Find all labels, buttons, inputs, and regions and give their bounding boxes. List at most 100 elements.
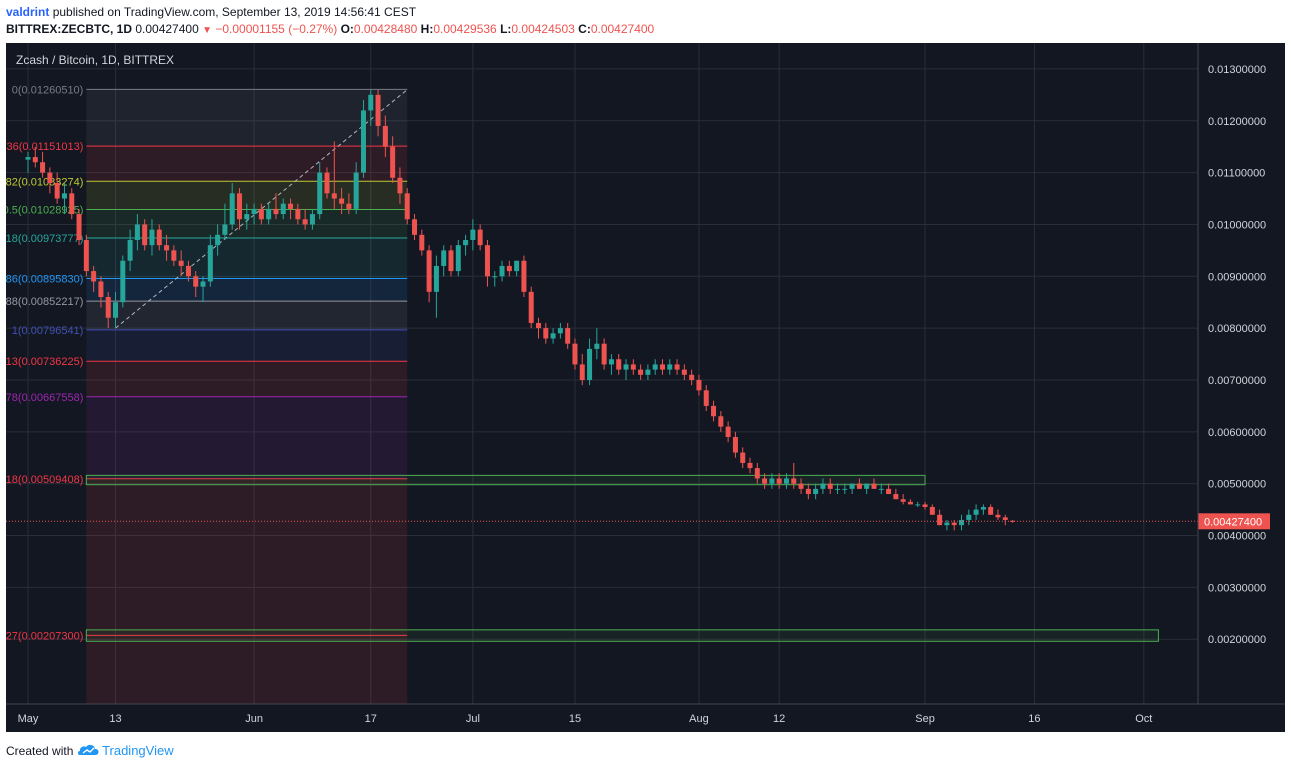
candle-body [98, 281, 104, 298]
support-zone-1[interactable] [85, 629, 1159, 642]
fib-band-6 [86, 301, 408, 330]
candle-2019-06-13 [339, 188, 345, 215]
candle-body [499, 265, 505, 277]
candle-2019-07-03 [484, 240, 490, 287]
candle-body [375, 94, 381, 126]
tradingview-brand[interactable]: TradingView [102, 743, 174, 758]
candle-body [54, 182, 60, 199]
candle-body [492, 276, 498, 278]
fib-band-8 [86, 361, 408, 397]
last-price-value: 0.00427400 [135, 22, 199, 36]
candle-2019-07-06 [506, 260, 512, 277]
author-link[interactable]: valdrint [6, 5, 50, 19]
candle-body [594, 343, 600, 349]
candle-body [711, 405, 717, 417]
candle-2019-05-20 [164, 234, 170, 261]
candle-2019-08-04 [718, 411, 724, 432]
candle-2019-08-14 [791, 462, 797, 489]
candle-2019-07-08 [521, 255, 527, 298]
candle-body [69, 193, 75, 215]
candle-body [754, 468, 760, 479]
candle-body [47, 172, 53, 183]
candle-body [390, 146, 396, 178]
candle-2019-06-15 [353, 162, 359, 215]
candle-body [521, 260, 527, 292]
candle-body [630, 364, 636, 370]
candle-2019-05-23 [185, 260, 191, 282]
candle-2019-08-23 [856, 478, 862, 489]
candle-body [740, 452, 746, 463]
fib-label-6: 0.888(0.00852217) [6, 296, 83, 308]
fib-label-0: 0(0.01260510) [12, 84, 84, 96]
candle-body [156, 229, 162, 246]
candle-2019-06-21 [397, 167, 403, 204]
candle-body [856, 483, 862, 489]
candle-2019-07-18 [594, 328, 600, 360]
candle-body [120, 260, 126, 303]
candle-body [980, 506, 986, 510]
price-tick-label: 0.00800000 [1208, 323, 1266, 335]
candle-body [324, 172, 330, 194]
support-zone-0[interactable] [85, 474, 926, 486]
candle-2019-07-28 [667, 359, 673, 375]
candle-body [236, 193, 242, 220]
candle-body [988, 506, 994, 515]
chart-frame[interactable]: 0(0.01260510) 0.236(0.01151013) 0.382(0.01… [0, 43, 1285, 732]
fib-label-5: 0.786(0.00895830) [6, 273, 83, 285]
candle-body [484, 245, 490, 277]
candle-body [215, 234, 221, 246]
candle-body [91, 271, 97, 282]
candle-body [193, 276, 199, 287]
candle-2019-05-09 [83, 234, 89, 277]
candle-2019-06-19 [382, 115, 388, 158]
candle-body [703, 390, 709, 406]
candlestick-chart[interactable]: 0(0.01260510) 0.236(0.01151013) 0.382(0.01… [0, 43, 1285, 732]
candle-2019-05-21 [171, 245, 177, 266]
candle-2019-08-21 [842, 483, 848, 495]
candle-2019-08-17 [813, 483, 819, 500]
candle-body [995, 514, 1001, 518]
candle-2019-09-09 [980, 504, 986, 515]
fib-retracement-bg [86, 89, 408, 704]
candle-body [820, 483, 826, 489]
candle-2019-06-20 [390, 136, 396, 183]
candle-2019-08-25 [871, 478, 877, 489]
candle-2019-05-12 [105, 291, 111, 329]
candle-2019-08-28 [893, 488, 899, 500]
candle-2019-06-07 [295, 203, 301, 225]
candle-2019-06-05 [280, 198, 286, 220]
candle-body [922, 504, 928, 507]
candle-body [849, 483, 855, 489]
candle-2019-07-30 [681, 364, 687, 380]
candle-2019-05-17 [142, 219, 148, 251]
candle-2019-09-11 [995, 509, 1001, 520]
candle-2019-07-14 [565, 322, 571, 349]
time-axis[interactable]: May 13 Jun 17 Jul 15 Aug 12 Sep 16 Oct [18, 713, 1153, 725]
fib-label-1: 0.236(0.01151013) [6, 141, 83, 153]
candle-body [134, 224, 140, 241]
candle-body [528, 291, 534, 323]
open-value: 0.00428480 [353, 22, 418, 36]
candle-body [645, 369, 651, 375]
candle-body [360, 110, 366, 173]
candle-2019-08-29 [900, 494, 906, 505]
candle-body [113, 302, 119, 318]
candle-2019-05-28 [222, 203, 228, 241]
candle-2019-07-05 [499, 260, 505, 282]
created-with-label: Created with [6, 744, 74, 758]
candle-body [1010, 520, 1016, 522]
price-axis[interactable]: 0.01300000 0.01200000 0.01100000 0.01000000… [1208, 64, 1266, 646]
candle-2019-06-12 [331, 141, 337, 209]
fib-label-11: 2.27(0.00207300) [6, 630, 83, 642]
candle-body [412, 219, 418, 235]
fib-label-4: 0.618(0.00973777) [6, 233, 83, 245]
candle-body [506, 265, 512, 272]
candle-2019-05-18 [149, 219, 155, 256]
candle-body [718, 416, 724, 427]
time-tick-label: 13 [109, 713, 121, 725]
publish-info: valdrint published on TradingView.com, S… [6, 5, 416, 19]
fib-band-1 [86, 146, 408, 182]
time-tick-label: 16 [1028, 713, 1040, 725]
time-tick-label: 12 [773, 713, 785, 725]
candle-body [652, 364, 658, 370]
